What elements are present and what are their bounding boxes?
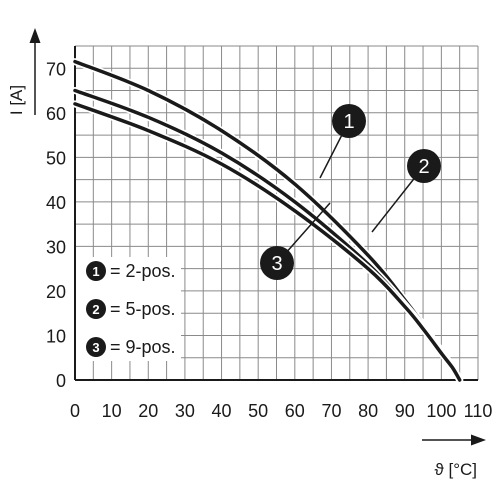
x-tick-label: 70 [321, 401, 341, 421]
x-tick-label: 60 [285, 401, 305, 421]
legend: 1 = 2-pos. 2 = 5-pos. 3 = 9-pos. [76, 257, 181, 361]
x-tick-label: 90 [395, 401, 415, 421]
y-tick-label: 40 [46, 193, 66, 213]
y-tick-label: 70 [46, 59, 66, 79]
callout-number: 3 [271, 253, 282, 275]
x-tick-label: 100 [426, 401, 456, 421]
legend-marker-2 [86, 299, 106, 319]
callout-number: 1 [343, 111, 354, 133]
y-tick-label: 0 [56, 371, 66, 391]
legend-marker-3 [86, 337, 106, 357]
series-lines [71, 58, 464, 384]
legend-label: = 2-pos. [110, 261, 176, 281]
x-tick-label: 110 [464, 401, 493, 421]
legend-marker-number: 2 [92, 302, 99, 317]
legend-label: = 5-pos. [110, 299, 176, 319]
callout-bubble-2 [407, 149, 441, 183]
x-tick-label: 10 [102, 401, 122, 421]
y-axis-label: I [A] [7, 85, 26, 115]
callout-bubble-1 [332, 104, 366, 138]
x-tick-label: 80 [358, 401, 378, 421]
x-tick-label: 40 [212, 401, 232, 421]
y-label-arrow-head [29, 28, 41, 43]
legend-label: = 9-pos. [110, 337, 176, 357]
legend-marker-number: 3 [92, 340, 99, 355]
x-axis-label: ϑ [°C] [434, 460, 477, 479]
x-tick-label: 20 [138, 401, 158, 421]
series-line-3 [73, 102, 462, 382]
callout-bubble-3 [260, 246, 294, 280]
x-tick-label: 0 [70, 401, 80, 421]
x-tick-label: 50 [248, 401, 268, 421]
x-tick-label: 30 [175, 401, 195, 421]
x-label-arrow-head [471, 434, 486, 446]
legend-marker-1 [86, 261, 106, 281]
y-tick-label: 30 [46, 237, 66, 257]
y-tick-label: 20 [46, 282, 66, 302]
legend-marker-number: 1 [92, 264, 99, 279]
y-tick-label: 60 [46, 104, 66, 124]
curve-callouts: 1 2 3 [260, 104, 441, 280]
y-tick-labels: 0 10 20 30 40 50 60 70 [46, 59, 66, 391]
callout-number: 2 [418, 156, 429, 178]
x-tick-labels: 0 10 20 30 40 50 60 70 80 90 100 110 [70, 401, 492, 421]
y-tick-label: 10 [46, 326, 66, 346]
y-tick-label: 50 [46, 148, 66, 168]
